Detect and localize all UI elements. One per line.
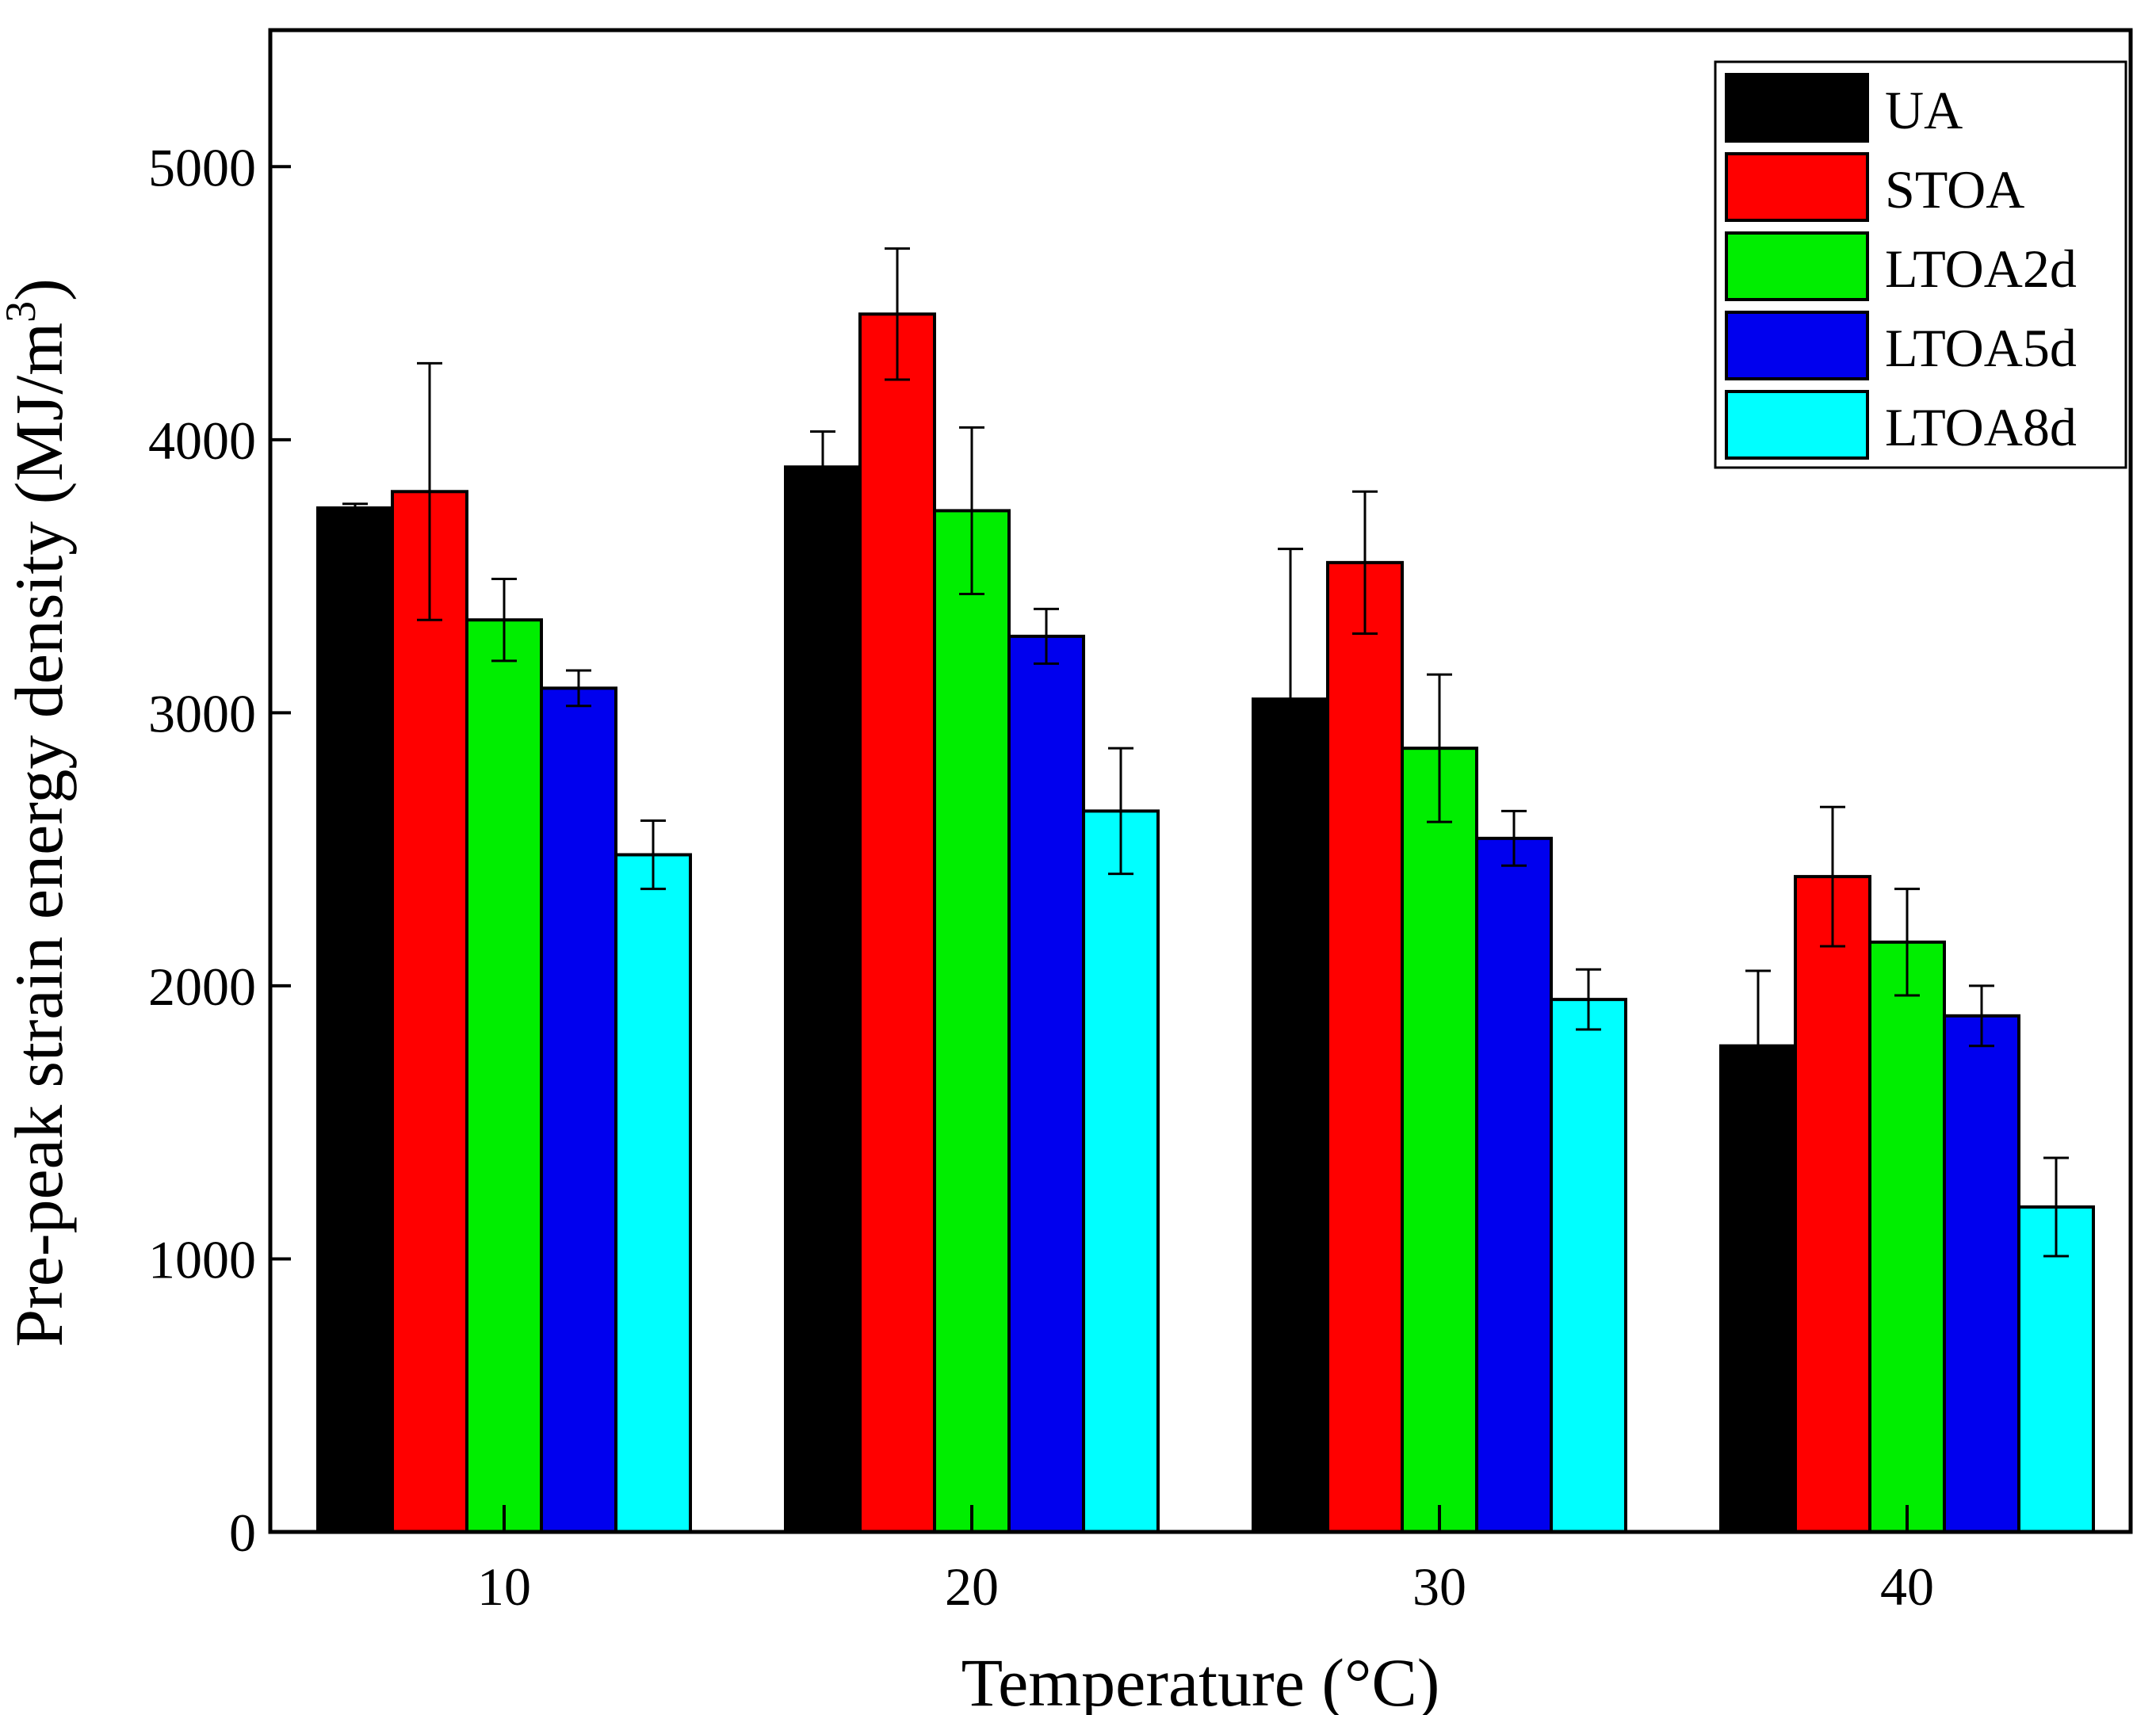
bar-ltoa5d-30 (1475, 836, 1553, 1534)
bar-stoa-10 (391, 490, 468, 1534)
bar-ua-40 (1719, 1044, 1797, 1534)
bar-ltoa5d-10 (540, 686, 617, 1534)
x-tick-label-10: 10 (477, 1556, 531, 1617)
x-tick-label-30: 30 (1412, 1556, 1466, 1617)
y-axis-label-main: Pre-peak strain energy density (MJ/m (1, 323, 77, 1347)
x-tick-label-40: 40 (1880, 1556, 1934, 1617)
bar-stoa-20 (858, 312, 936, 1534)
y-tick-label-2000: 2000 (148, 957, 256, 1017)
bar-ltoa5d-40 (1943, 1014, 2020, 1534)
legend-swatch-ltoa2d (1725, 231, 1869, 301)
legend-swatch-ua (1725, 73, 1869, 143)
bar-stoa-40 (1794, 875, 1871, 1534)
bar-ltoa8d-20 (1082, 809, 1160, 1534)
plot-frame (268, 28, 2133, 1534)
bar-ltoa2d-40 (1868, 940, 1946, 1534)
legend-swatch-ltoa8d (1725, 390, 1869, 460)
bar-ltoa2d-20 (933, 509, 1011, 1534)
y-tick-label-5000: 5000 (148, 137, 256, 197)
bar-ltoa2d-10 (465, 618, 543, 1534)
bar-ua-10 (316, 506, 394, 1534)
y-axis-label-close: ) (1, 278, 77, 301)
bar-ltoa8d-30 (1550, 998, 1627, 1534)
legend-swatch-stoa (1725, 152, 1869, 222)
bar-ltoa5d-20 (1007, 634, 1085, 1534)
legend-label-ltoa5d: LTOA5d (1885, 318, 2077, 378)
x-axis: 10 20 30 40 (477, 1505, 1934, 1617)
y-axis-label-superscript: 3 (0, 301, 44, 323)
legend: UA STOA LTOA2d LTOA5d LTOA8d (1714, 60, 2127, 469)
bar-ltoa8d-10 (614, 853, 692, 1534)
bar-ltoa2d-30 (1401, 747, 1478, 1534)
y-tick-label-1000: 1000 (148, 1229, 256, 1289)
legend-label-stoa: STOA (1885, 159, 2024, 220)
y-tick-label-4000: 4000 (148, 411, 256, 471)
legend-label-ua: UA (1885, 80, 1963, 140)
y-axis-label: Pre-peak strain energy density (MJ/m3) (0, 278, 77, 1347)
error-bars-layer (342, 247, 2069, 1258)
y-tick-label-0: 0 (229, 1503, 256, 1563)
y-axis: 0 1000 2000 3000 4000 5000 (148, 137, 291, 1563)
legend-label-ltoa2d: LTOA2d (1885, 239, 2077, 299)
legend-swatch-ltoa5d (1725, 311, 1869, 380)
y-tick-label-3000: 3000 (148, 683, 256, 743)
bar-stoa-30 (1326, 560, 1404, 1534)
legend-label-ltoa8d: LTOA8d (1885, 397, 2077, 457)
x-tick-label-20: 20 (945, 1556, 999, 1617)
x-axis-label: Temperature (°C) (961, 1644, 1440, 1715)
bar-ua-20 (784, 465, 862, 1534)
bars-layer (316, 312, 2095, 1534)
